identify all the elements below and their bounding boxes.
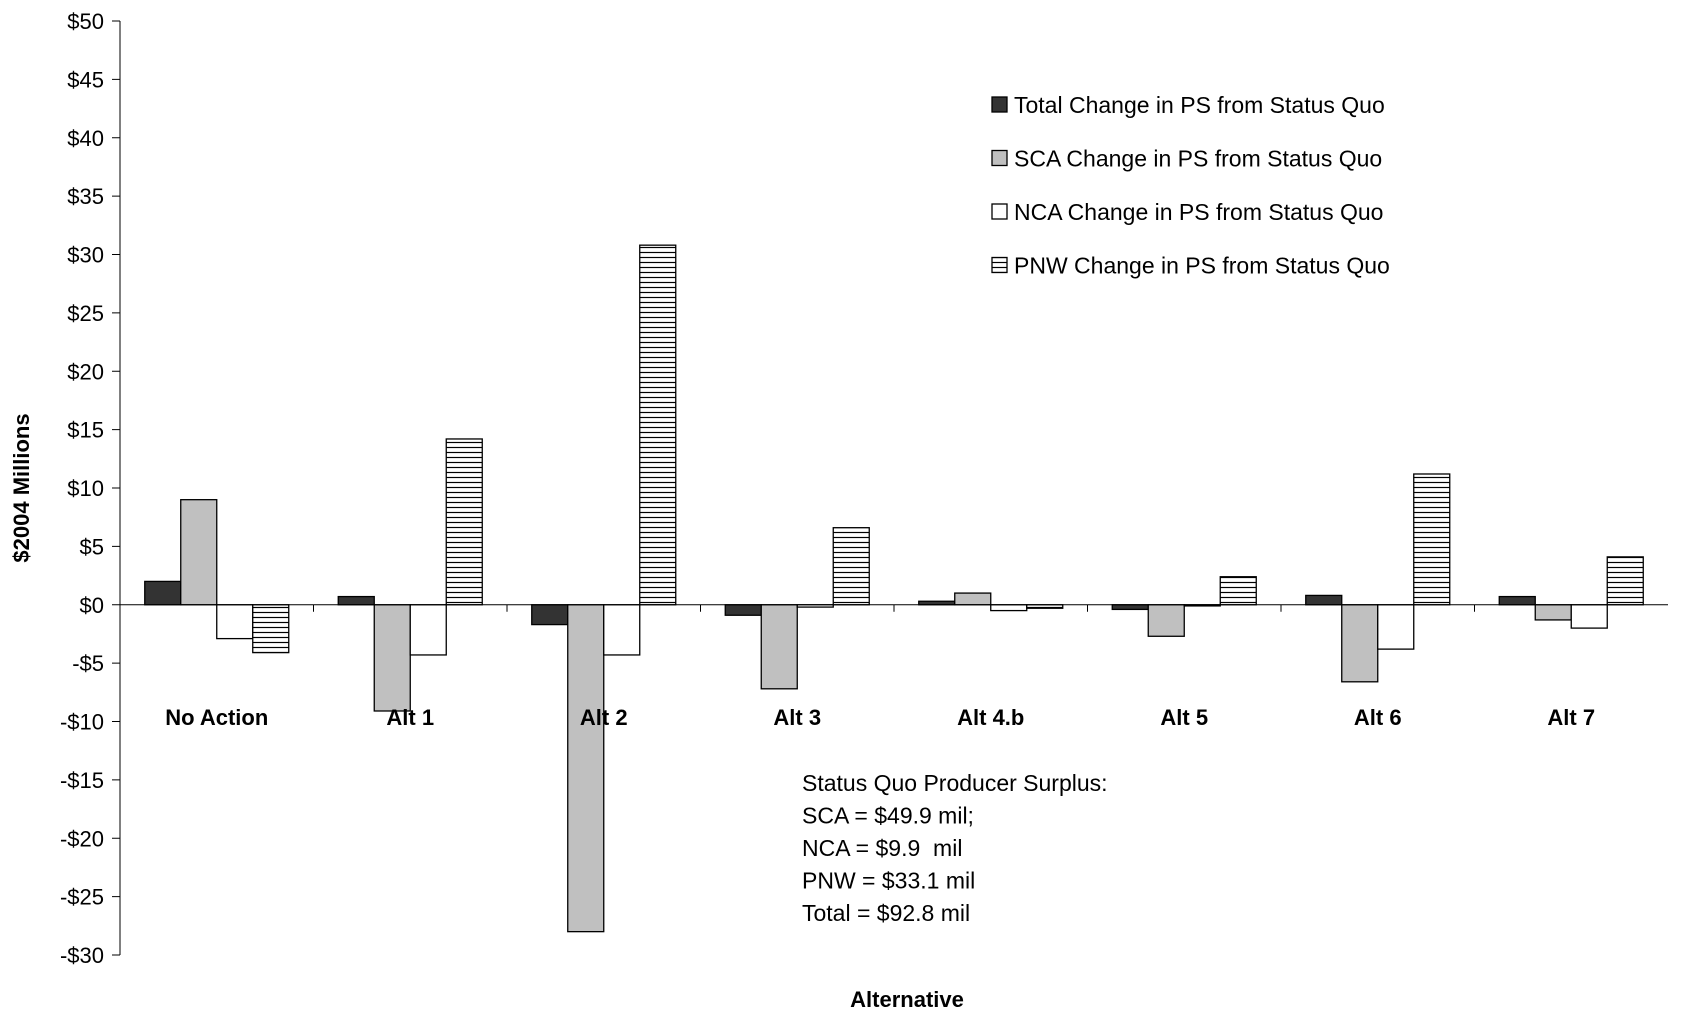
bar [1341, 604, 1379, 683]
bar [954, 592, 992, 606]
bar [639, 244, 677, 606]
bar [144, 580, 182, 606]
y-tick-label: -$20 [60, 826, 104, 851]
y-tick-label: -$25 [60, 885, 104, 910]
y-tick-label: $0 [80, 593, 104, 618]
bar [216, 604, 254, 640]
bar [724, 604, 762, 616]
legend-label: PNW Change in PS from Status Quo [1014, 253, 1390, 279]
bar [990, 604, 1028, 612]
legend-swatch [991, 96, 1008, 113]
legend-label: SCA Change in PS from Status Quo [1014, 146, 1382, 172]
category-label: Alt 3 [773, 705, 821, 730]
bar [1534, 604, 1572, 621]
y-tick-label: -$10 [60, 710, 104, 735]
bar [832, 527, 870, 606]
category-label: Alt 1 [386, 705, 434, 730]
y-tick-label: $35 [67, 184, 104, 209]
y-tick-label: $30 [67, 243, 104, 268]
bar [1413, 473, 1451, 606]
category-label: Alt 2 [580, 705, 628, 730]
bar [1377, 604, 1415, 650]
y-tick-label: -$5 [72, 651, 104, 676]
status-quo-note: Status Quo Producer Surplus: SCA = $49.9 … [802, 770, 1108, 926]
bar [603, 604, 641, 656]
y-tick-label: $10 [67, 476, 104, 501]
note-line: SCA = $49.9 mil; [802, 803, 974, 829]
y-axis-ticks: $50 $45 $40 $35 $30 $25 $20 $15 $10 $5 $0 -$5 -$10 -$… [60, 9, 120, 968]
y-tick-label: -$30 [60, 943, 104, 968]
legend-label: Total Change in PS from Status Quo [1014, 92, 1385, 118]
legend: Total Change in PS from Status Quo SCA Ch… [991, 92, 1390, 279]
y-tick-label: $20 [67, 359, 104, 384]
y-tick-label: $40 [67, 126, 104, 151]
note-line: Total = $92.8 mil [802, 900, 970, 926]
y-tick-label: -$15 [60, 768, 104, 793]
bar [1606, 556, 1644, 606]
category-labels: No Action Alt 1 Alt 2 Alt 3 Alt 4.b Alt 5 Alt … [165, 705, 1595, 730]
legend-swatch [991, 203, 1008, 220]
bar [409, 604, 447, 656]
note-line: Status Quo Producer Surplus: [802, 770, 1108, 796]
y-tick-label: $25 [67, 301, 104, 326]
bar [1570, 604, 1608, 629]
category-label: Alt 5 [1160, 705, 1208, 730]
bar [1219, 576, 1257, 606]
bar [337, 595, 375, 606]
category-label: No Action [165, 705, 268, 730]
x-axis-ticks [313, 604, 1475, 612]
bar [1111, 604, 1149, 611]
bar [760, 604, 798, 690]
note-line: PNW = $33.1 mil [802, 868, 975, 894]
x-axis-title: Alternative [850, 987, 964, 1012]
category-label: Alt 4.b [957, 705, 1024, 730]
y-tick-label: $5 [80, 534, 104, 559]
category-label: Alt 7 [1547, 705, 1595, 730]
bar [1026, 604, 1064, 609]
bar [918, 600, 956, 606]
y-tick-label: $15 [67, 418, 104, 443]
y-axis-title: $2004 Millions [9, 413, 34, 562]
bar [567, 604, 605, 933]
y-tick-label: $50 [67, 9, 104, 34]
bar [373, 604, 411, 712]
legend-swatch [991, 149, 1008, 167]
bar [180, 499, 218, 606]
bar [531, 604, 569, 626]
bar [1305, 594, 1343, 606]
bar [252, 604, 290, 654]
y-tick-label: $45 [67, 67, 104, 92]
bar [445, 438, 483, 606]
bar [1147, 604, 1185, 637]
bars [144, 244, 1644, 933]
legend-label: NCA Change in PS from Status Quo [1014, 199, 1383, 225]
bar [1498, 595, 1536, 606]
category-label: Alt 6 [1354, 705, 1402, 730]
note-line: NCA = $9.9 mil [802, 835, 962, 861]
legend-swatch [991, 256, 1008, 274]
